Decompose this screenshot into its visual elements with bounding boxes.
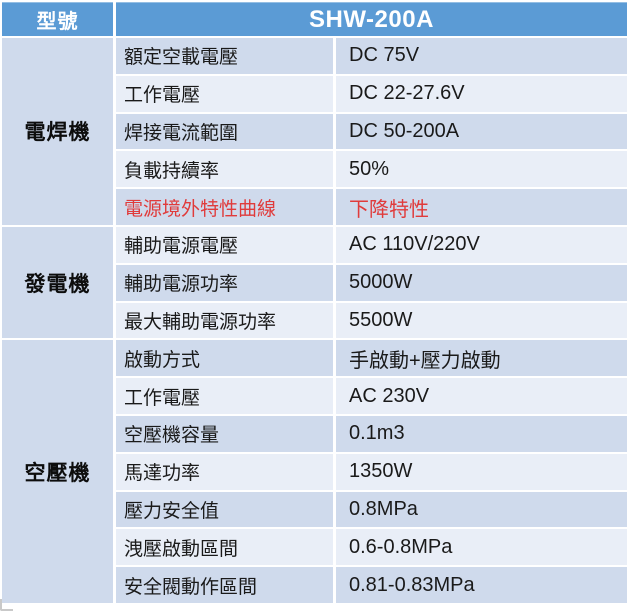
spec-label-cell: 啟動方式	[116, 340, 333, 377]
spec-label-cell: 安全閥動作區間	[116, 567, 333, 603]
category-cell: 發電機	[2, 226, 113, 339]
spec-value-cell: AC 230V	[336, 378, 627, 414]
spec-value-cell: 1350W	[336, 453, 627, 490]
spec-label-cell: 焊接電流範圍	[116, 113, 333, 150]
spec-value-cell: 手啟動+壓力啟動	[336, 340, 627, 377]
spec-label-cell: 工作電壓	[116, 75, 333, 112]
spec-value-cell: 下降特性	[336, 189, 627, 225]
spec-label-cell: 額定空載電壓	[116, 38, 333, 74]
spec-label-cell: 輔助電源功率	[116, 264, 333, 301]
category-cell: 電焊機	[2, 38, 113, 225]
spec-value-cell: 0.8MPa	[336, 491, 627, 528]
spec-value-cell: 5000W	[336, 264, 627, 301]
spec-value-cell: 50%	[336, 151, 627, 188]
spec-value-cell: AC 110V/220V	[336, 226, 627, 263]
screenshot-corner-artifact	[0, 599, 13, 611]
spec-label-cell: 負載持續率	[116, 151, 333, 188]
spec-label-cell: 馬達功率	[116, 453, 333, 490]
spec-value-cell: 5500W	[336, 302, 627, 339]
header-model-value: SHW-200A	[116, 2, 627, 36]
spec-value-cell: DC 50-200A	[336, 113, 627, 150]
spec-label-cell: 壓力安全值	[116, 491, 333, 528]
spec-label-cell: 工作電壓	[116, 378, 333, 414]
spec-label-cell: 空壓機容量	[116, 415, 333, 452]
spec-label-cell: 洩壓啟動區間	[116, 529, 333, 566]
spec-value-cell: 0.1m3	[336, 415, 627, 452]
spec-value-cell: 0.6-0.8MPa	[336, 529, 627, 566]
spec-label-cell: 電源境外特性曲線	[116, 189, 333, 225]
spec-value-cell: DC 22-27.6V	[336, 75, 627, 112]
spec-value-cell: DC 75V	[336, 38, 627, 74]
spec-label-cell: 輔助電源電壓	[116, 226, 333, 263]
header-model-label: 型號	[2, 2, 113, 36]
spec-label-cell: 最大輔助電源功率	[116, 302, 333, 339]
category-cell: 空壓機	[2, 340, 113, 603]
spec-value-cell: 0.81-0.83MPa	[336, 567, 627, 603]
